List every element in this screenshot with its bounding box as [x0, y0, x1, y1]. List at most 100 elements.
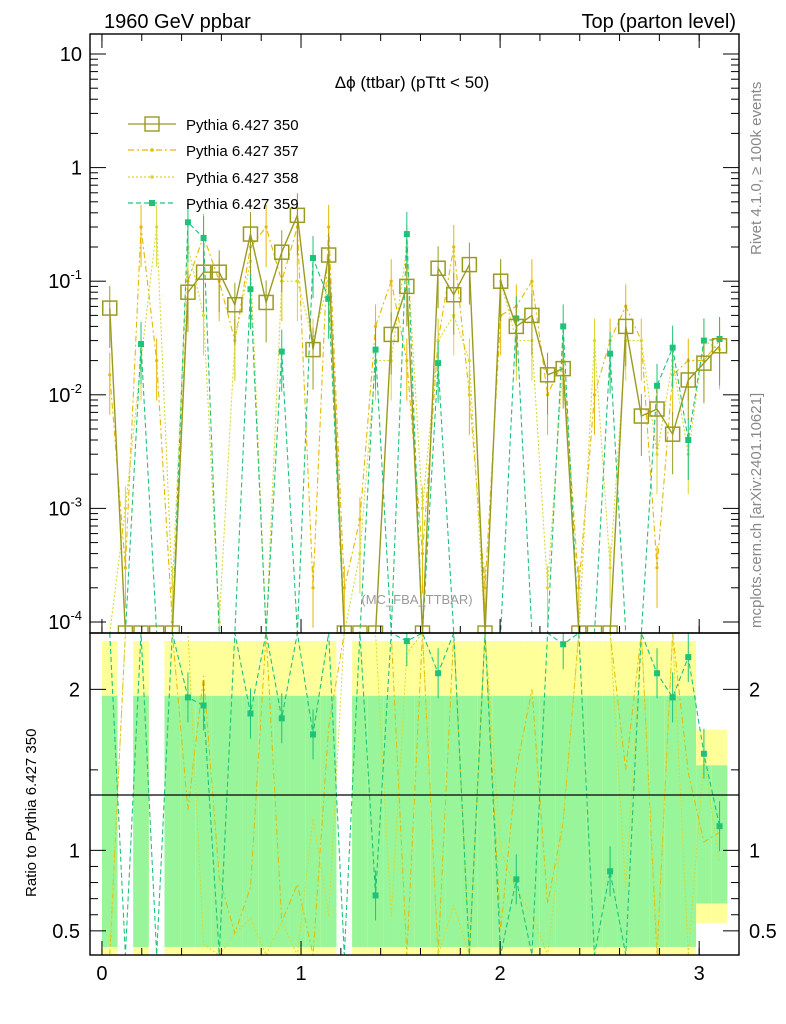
y-tick-label: 10-3 — [48, 494, 82, 520]
ratio-band-green — [664, 695, 681, 947]
legend-marker-358 — [150, 175, 154, 179]
ratio-band-green — [289, 695, 306, 947]
ratio-tick-label-left: 2 — [69, 679, 80, 701]
point-359 — [560, 323, 567, 330]
point-350 — [633, 408, 650, 424]
ratio-band-green — [211, 695, 228, 947]
point-350 — [555, 360, 571, 377]
point-350 — [680, 372, 697, 388]
ratio-band-green — [258, 695, 274, 947]
ratio-point-359 — [654, 670, 661, 677]
point-1 — [655, 566, 659, 570]
x-tick-label: 3 — [694, 963, 705, 985]
x-tick-label: 2 — [495, 963, 506, 985]
ratio-band-green — [461, 695, 478, 947]
ratio-band-green — [305, 695, 321, 947]
y-tick-label: 10-4 — [48, 608, 82, 634]
legend-label-357: Pythia 6.427 357 — [186, 143, 299, 160]
axes: 0 1 2 3 10-4 10-3 10-2 10-1 1 10 0.5 0.5 1 1 2 2 — [48, 34, 777, 985]
ratio-line-2 — [109, 631, 721, 957]
point-350 — [180, 284, 196, 300]
ratio-point-359 — [310, 731, 317, 738]
legend-marker-359 — [149, 200, 155, 206]
ratio-point-359 — [278, 715, 285, 722]
point-1 — [530, 279, 534, 283]
point-359 — [325, 295, 332, 302]
legend-entry-359: Pythia 6.427 359 — [128, 196, 299, 213]
point-1 — [420, 551, 425, 556]
legend-label-358: Pythia 6.427 358 — [186, 170, 299, 187]
ratio-band-green — [399, 695, 415, 947]
ratio-band-green — [524, 695, 540, 947]
point-350 — [274, 244, 290, 260]
point-350 — [664, 426, 681, 442]
point-1 — [389, 279, 393, 283]
ratio-point-359 — [700, 750, 707, 757]
ratio-band-green — [649, 695, 665, 947]
ratio-band-green — [352, 695, 368, 947]
ratio-band-green — [539, 695, 556, 947]
point-1 — [483, 586, 487, 590]
point-350 — [711, 338, 728, 354]
ratio-tick-label-right: 0.5 — [749, 921, 777, 943]
point-1 — [405, 358, 409, 363]
point-350 — [258, 294, 274, 311]
point-1 — [373, 324, 378, 329]
ratio-band-green — [445, 695, 462, 947]
ratio-point-359 — [184, 694, 191, 701]
point-2 — [467, 358, 471, 363]
ratio-band-green — [227, 695, 243, 947]
ratio-band-green — [383, 695, 400, 947]
point-359 — [685, 437, 692, 444]
ratio-point-359 — [513, 876, 520, 883]
ratio-point-359 — [435, 670, 442, 677]
series-line-0 — [109, 212, 721, 634]
point-350 — [305, 341, 321, 358]
point-1 — [264, 225, 268, 229]
point-350 — [696, 355, 712, 371]
point-2 — [358, 551, 362, 556]
ratio-band-green — [508, 695, 525, 947]
point-350 — [289, 207, 306, 224]
point-1 — [327, 225, 331, 229]
point-1 — [592, 393, 597, 397]
legend-entry-350: Pythia 6.427 350 — [128, 116, 299, 134]
point-1 — [155, 358, 159, 363]
point-350 — [242, 226, 259, 242]
ratio-band-green — [320, 695, 337, 947]
point-359 — [310, 255, 317, 262]
ratio-band-green — [133, 695, 149, 947]
ratio-tick-label-left: 0.5 — [52, 921, 80, 943]
ratio-band-green — [633, 695, 650, 947]
ratio-bands — [101, 641, 728, 955]
ratio-band-green — [680, 695, 697, 947]
point-2 — [436, 338, 440, 343]
point-1 — [123, 566, 127, 570]
ratio-band-green — [602, 695, 618, 947]
ratio-point-359 — [669, 694, 676, 701]
point-2 — [608, 566, 612, 570]
point-359 — [654, 382, 661, 389]
ratio-band-green — [492, 695, 509, 947]
ratio-band-green — [571, 695, 587, 947]
ratio-point-359 — [560, 641, 567, 648]
series-line-2 — [109, 226, 720, 634]
point-359 — [669, 344, 676, 351]
ratio-band-green — [195, 695, 212, 947]
ratio-line-1 — [109, 632, 720, 956]
point-2 — [155, 225, 159, 229]
point-1 — [452, 245, 456, 249]
ratio-band-green — [242, 695, 259, 947]
point-350 — [492, 273, 509, 289]
ratio-band-green — [101, 695, 118, 947]
point-2 — [123, 506, 127, 510]
point-1 — [311, 586, 315, 590]
ratio-band-green — [696, 765, 712, 904]
point-2 — [592, 338, 597, 343]
point-359 — [372, 346, 379, 353]
point-359 — [700, 337, 707, 344]
point-2 — [639, 338, 643, 343]
ratio-point-359 — [716, 823, 723, 830]
